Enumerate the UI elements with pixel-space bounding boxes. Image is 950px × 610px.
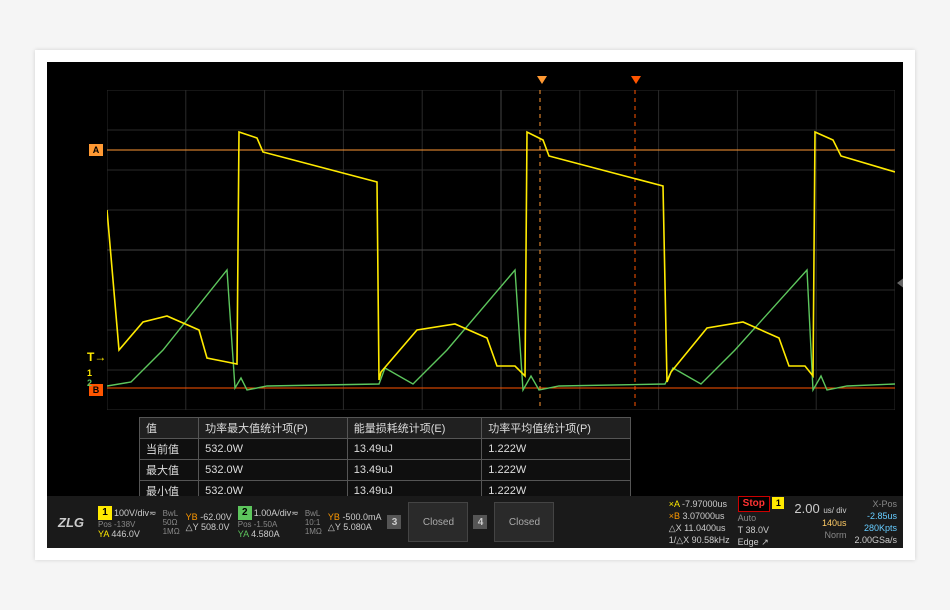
timebase-block[interactable]: 2.00 us/ div 140us Norm	[790, 496, 850, 548]
cursor-a-flag[interactable]: A	[89, 144, 103, 156]
table-row: 值 功率最大值统计项(P) 能量损耗统计项(E) 功率平均值统计项(P)	[140, 418, 631, 439]
col-header: 功率最大值统计项(P)	[199, 418, 348, 439]
trigger-mark-a	[537, 76, 547, 84]
trigger-level-mark: T→	[87, 350, 106, 364]
col-header: 能量损耗统计项(E)	[347, 418, 482, 439]
channel-1-yb: YB -62.00V △Y 508.0V	[183, 496, 235, 548]
ch1-gnd-mark: 1	[87, 368, 92, 378]
channel-2-yb: YB -500.0mA △Y 5.080A	[325, 496, 385, 548]
channel-1-block[interactable]: 1 100V/div≂ Pos -138V YA 446.0V	[95, 496, 160, 548]
table-row: 当前值532.0W13.49uJ1.222W	[140, 439, 631, 460]
ch2-badge: 2	[238, 506, 252, 520]
ch4-badge: 4	[473, 515, 487, 529]
channel-4-block[interactable]: 4	[470, 496, 492, 548]
bottom-status-bar: ZLG 1 100V/div≂ Pos -138V YA 446.0V BwL …	[47, 496, 903, 548]
trigger-block[interactable]: Stop 1 Auto T 38.0V Edge ↗	[734, 496, 791, 548]
waveform-grid[interactable]	[107, 90, 895, 410]
ch1-pos: Pos -138V	[98, 520, 146, 529]
ch4-closed[interactable]: Closed	[494, 502, 554, 542]
channel-2-extra: BwL 10:1 1MΩ	[302, 496, 325, 548]
edge-icon: ↗	[761, 537, 769, 547]
cursor-x-measurements: ×A -7.97000us ×B 3.07000us △X 11.0400us …	[665, 496, 734, 548]
ch2-scale: 1.00A/div≂	[254, 507, 299, 519]
side-handle-icon[interactable]	[897, 277, 903, 289]
ch3-badge: 3	[387, 515, 401, 529]
ch1-scale: 100V/div≂	[114, 507, 157, 519]
col-header: 功率平均值统计项(P)	[482, 418, 631, 439]
ch3-closed[interactable]: Closed	[408, 502, 468, 542]
trigger-mark-b	[631, 76, 641, 84]
trigger-mode: Auto	[738, 512, 787, 524]
table-row: 最大值532.0W13.49uJ1.222W	[140, 460, 631, 481]
col-header: 值	[140, 418, 199, 439]
channel-2-block[interactable]: 2 1.00A/div≂ Pos -1.50A YA 4.580A	[235, 496, 302, 548]
ch2-gnd-mark: 2	[87, 378, 92, 388]
brand-logo: ZLG	[47, 496, 95, 548]
stop-button[interactable]: Stop	[738, 496, 770, 512]
channel-3-block[interactable]: 3	[384, 496, 406, 548]
acquisition-block: X-Pos -2.85us 280Kpts 2.00GSa/s	[850, 496, 903, 548]
oscilloscope-screen: A B T→ 1 2	[47, 62, 903, 548]
ch2-pos: Pos -1.50A	[238, 520, 287, 529]
ch1-badge: 1	[98, 506, 112, 520]
trigger-src-badge: 1	[772, 497, 784, 509]
channel-1-extra: BwL 50Ω 1MΩ	[160, 496, 183, 548]
